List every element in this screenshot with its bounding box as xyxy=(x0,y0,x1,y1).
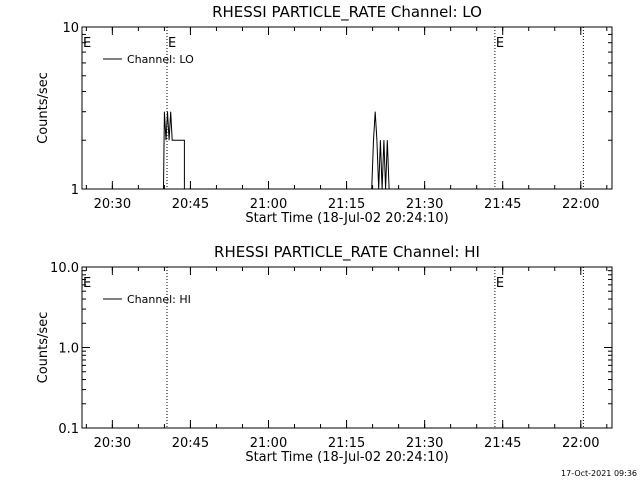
x-tick-label: 21:15 xyxy=(328,436,365,451)
x-tick-label: 22:00 xyxy=(562,197,599,212)
legend-label: Channel: LO xyxy=(127,53,194,66)
x-tick-label: 21:00 xyxy=(250,197,287,212)
y-axis-label: Counts/sec xyxy=(36,72,51,144)
x-tick-label: 20:45 xyxy=(172,436,209,451)
plot-frame xyxy=(81,266,613,429)
x-tick-label: 21:30 xyxy=(406,436,443,451)
x-tick-label: 21:45 xyxy=(484,197,521,212)
event-marker-label: E xyxy=(168,36,176,51)
event-marker-label: E xyxy=(496,36,504,51)
y-tick-label: 1.0 xyxy=(58,342,79,357)
x-tick-label: 20:30 xyxy=(94,436,131,451)
x-tick-label: 22:00 xyxy=(562,436,599,451)
y-tick-label: 10.0 xyxy=(50,261,79,276)
panel-title: RHESSI PARTICLE_RATE Channel: HI xyxy=(214,243,480,262)
x-tick-label: 21:00 xyxy=(250,436,287,451)
footer-timestamp: 17-Oct-2021 09:36 xyxy=(561,469,637,478)
legend-label: Channel: HI xyxy=(127,293,191,306)
panel-title: RHESSI PARTICLE_RATE Channel: LO xyxy=(212,3,482,22)
event-marker-label: E xyxy=(83,36,91,51)
x-tick-label: 21:45 xyxy=(484,436,521,451)
panel-1: RHESSI PARTICLE_RATE Channel: LO E E E 20:30… xyxy=(36,3,613,226)
x-tick-label: 20:30 xyxy=(94,197,131,212)
x-tick-label: 21:15 xyxy=(328,197,365,212)
x-tick-label: 21:30 xyxy=(406,197,443,212)
y-tick-label: 0.1 xyxy=(58,422,79,437)
x-tick-label: 20:45 xyxy=(172,197,209,212)
y-tick-label: 1 xyxy=(71,183,79,198)
y-tick-label: 10 xyxy=(62,21,79,36)
plot-frame xyxy=(81,26,613,190)
event-marker-label: E xyxy=(83,276,91,291)
y-axis-label: Counts/sec xyxy=(36,312,51,384)
panel-2: RHESSI PARTICLE_RATE Channel: HI E E 20:30 2… xyxy=(36,243,613,465)
event-marker-label: E xyxy=(496,276,504,291)
x-axis-label: Start Time (18-Jul-02 20:24:10) xyxy=(245,211,448,226)
series-line xyxy=(163,111,390,190)
x-axis-label: Start Time (18-Jul-02 20:24:10) xyxy=(245,450,448,465)
